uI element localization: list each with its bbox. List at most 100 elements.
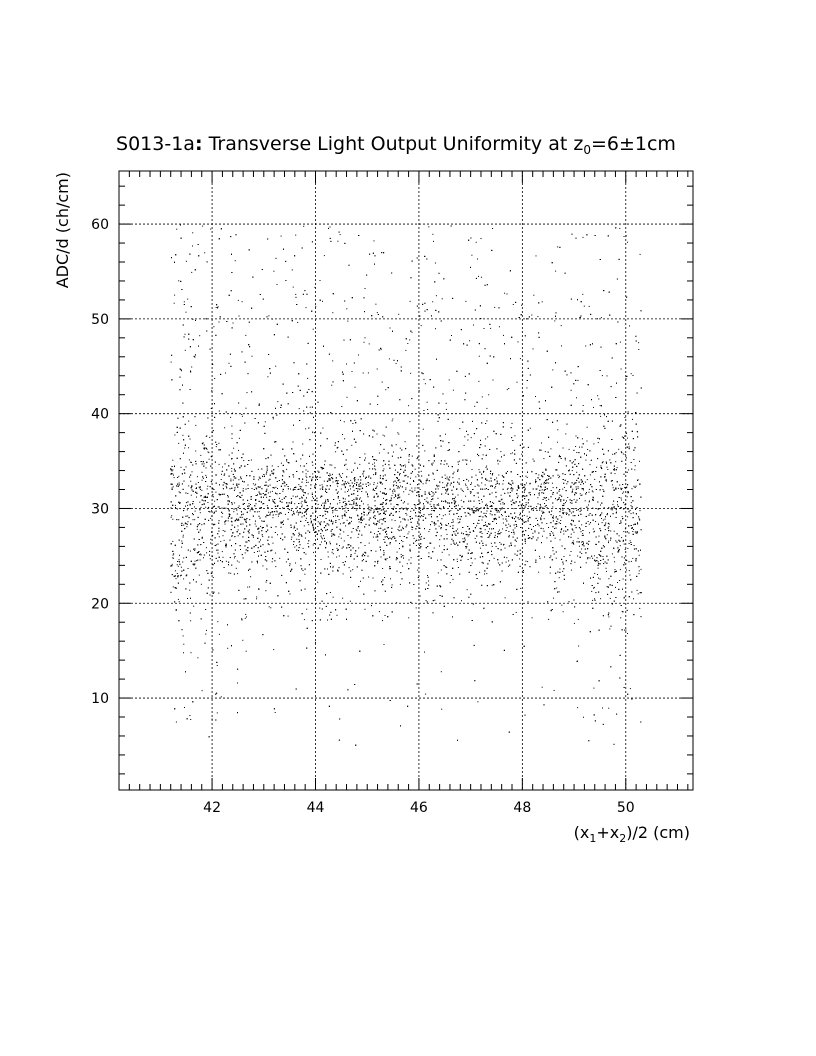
data-point: [522, 533, 524, 535]
data-point: [398, 495, 400, 497]
data-point: [237, 525, 239, 527]
data-point: [178, 519, 180, 521]
title-suffix: =6±1cm: [591, 133, 676, 155]
data-point: [363, 475, 364, 477]
data-point: [595, 521, 597, 522]
data-point: [479, 571, 481, 573]
data-point: [409, 421, 411, 423]
data-point: [506, 527, 508, 529]
data-point: [560, 509, 562, 511]
data-point: [419, 489, 421, 490]
data-point: [546, 537, 548, 539]
data-point: [607, 513, 608, 514]
data-point: [458, 478, 460, 480]
data-point: [341, 406, 343, 407]
data-point: [529, 427, 531, 429]
data-point: [327, 568, 328, 570]
data-point: [572, 529, 574, 531]
data-point: [337, 491, 339, 493]
data-point: [445, 408, 447, 410]
data-point: [600, 415, 602, 417]
data-point: [581, 548, 583, 550]
data-point: [507, 471, 508, 472]
data-point: [273, 649, 275, 651]
data-point: [573, 499, 575, 501]
data-point: [575, 435, 577, 437]
data-point: [363, 341, 365, 343]
data-point: [424, 383, 426, 385]
data-point: [369, 468, 371, 470]
data-point: [201, 524, 203, 526]
data-point: [613, 489, 615, 491]
data-point: [577, 379, 579, 381]
data-point: [233, 447, 235, 449]
data-point: [636, 589, 638, 591]
data-point: [555, 516, 557, 518]
data-point: [382, 465, 384, 467]
data-point: [172, 459, 174, 461]
data-point: [568, 448, 570, 450]
data-point: [436, 486, 438, 488]
data-point: [527, 519, 529, 521]
data-point: [332, 473, 333, 475]
data-point: [215, 482, 217, 484]
data-point: [542, 511, 544, 513]
data-point: [332, 567, 334, 569]
data-point: [256, 598, 257, 600]
data-point: [477, 522, 478, 524]
data-point: [416, 495, 418, 497]
data-point: [282, 507, 284, 509]
data-point: [370, 517, 372, 519]
data-point: [337, 446, 339, 448]
data-point: [282, 488, 284, 490]
data-point: [623, 531, 625, 533]
data-point: [545, 500, 547, 501]
data-point: [572, 540, 574, 542]
data-point: [312, 496, 313, 498]
data-point: [604, 537, 606, 538]
data-point: [497, 463, 499, 465]
data-point: [494, 306, 496, 308]
data-point: [533, 507, 535, 509]
data-point: [172, 540, 174, 542]
data-point: [266, 524, 268, 526]
data-point: [319, 522, 321, 524]
data-point: [527, 520, 529, 522]
data-point: [300, 465, 301, 467]
data-point: [617, 582, 618, 583]
data-point: [638, 518, 640, 520]
data-point: [535, 482, 537, 484]
data-point: [341, 484, 343, 486]
data-point: [182, 534, 184, 536]
data-point: [635, 509, 636, 510]
data-point: [187, 598, 188, 599]
data-point: [383, 513, 385, 515]
data-point: [633, 545, 635, 546]
data-point: [448, 513, 450, 515]
data-point: [344, 491, 346, 493]
data-point: [639, 253, 641, 255]
data-point: [261, 520, 263, 522]
data-point: [332, 512, 334, 514]
data-point: [357, 514, 359, 516]
data-point: [183, 652, 184, 654]
data-point: [255, 520, 256, 522]
data-point: [561, 604, 563, 606]
data-point: [225, 560, 227, 562]
data-point: [594, 598, 595, 600]
data-point: [345, 525, 347, 527]
data-point: [411, 331, 413, 333]
data-point: [446, 567, 448, 568]
data-point: [217, 506, 219, 508]
data-point: [302, 547, 304, 549]
data-point: [598, 535, 600, 537]
data-point: [601, 522, 603, 524]
data-point: [624, 435, 626, 437]
data-point: [355, 528, 357, 530]
data-point: [366, 486, 367, 487]
data-point: [408, 493, 410, 495]
data-point: [398, 433, 400, 435]
data-point: [579, 493, 581, 495]
data-point: [507, 565, 509, 567]
data-point: [191, 366, 193, 368]
